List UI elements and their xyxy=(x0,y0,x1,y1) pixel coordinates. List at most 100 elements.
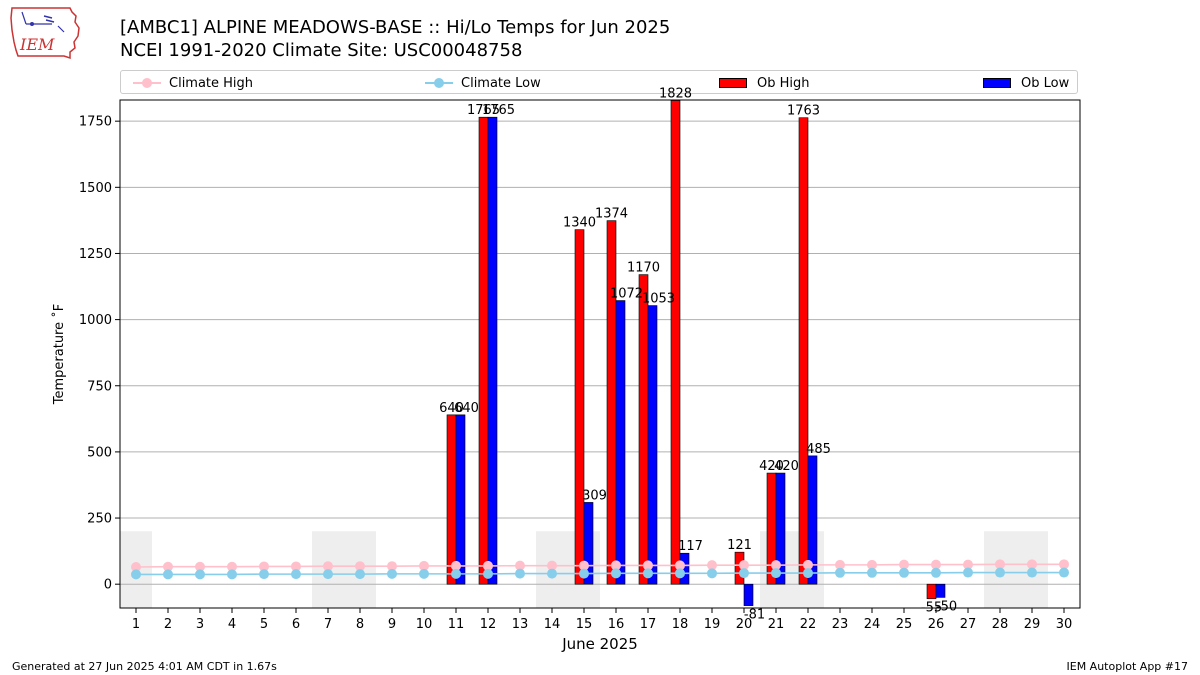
bar-value-label: 121 xyxy=(727,538,752,553)
chart-legend: Climate High Climate Low Ob High Ob Low xyxy=(120,70,1078,94)
bar-value-label: 1374 xyxy=(595,207,628,222)
x-tick-label: 10 xyxy=(416,617,433,632)
chart-subtitle: NCEI 1991-2020 Climate Site: USC00048758 xyxy=(120,40,523,61)
climate-high-point xyxy=(323,561,333,572)
legend-item-ob-low: Ob Low xyxy=(983,74,1069,92)
bar-value-label: 640 xyxy=(439,401,464,416)
x-tick-label: 28 xyxy=(992,617,1009,632)
climate-high-point xyxy=(483,560,493,571)
legend-label-climate-high: Climate High xyxy=(169,75,254,91)
climate-high-point xyxy=(739,560,749,571)
ob-low-bar xyxy=(583,502,594,585)
climate-high-point xyxy=(899,559,909,570)
x-tick-label: 26 xyxy=(928,617,945,632)
legend-label-climate-low: Climate Low xyxy=(461,75,541,91)
footer-generated: Generated at 27 Jun 2025 4:01 AM CDT in … xyxy=(12,660,277,673)
plot-frame xyxy=(119,99,1081,609)
climate-low-point xyxy=(227,569,237,580)
x-tick-label: 15 xyxy=(576,617,593,632)
x-tick-label: 29 xyxy=(1024,617,1041,632)
bar-value-label: 117 xyxy=(678,539,703,554)
y-tick-label: 1500 xyxy=(79,181,112,196)
x-tick-label: 9 xyxy=(388,617,396,632)
y-axis-label: Temperature ˚F xyxy=(51,304,67,405)
legend-label-ob-low: Ob Low xyxy=(1021,75,1070,91)
ob-high-bar xyxy=(606,220,617,585)
x-tick-label: 12 xyxy=(480,617,497,632)
climate-low-point xyxy=(739,568,749,579)
x-tick-label: 13 xyxy=(512,617,529,632)
x-tick-label: 27 xyxy=(960,617,977,632)
bar-value-label: 420 xyxy=(759,459,784,474)
climate-low-point xyxy=(995,567,1005,578)
climate-low-point xyxy=(291,569,301,580)
climate-high-point xyxy=(643,560,653,571)
climate-low-point xyxy=(643,568,653,579)
climate-high-point xyxy=(771,560,781,571)
bar-value-label: 1828 xyxy=(659,87,692,102)
climate-low-point xyxy=(931,567,941,578)
x-tick-label: 20 xyxy=(736,617,753,632)
x-tick-label: 21 xyxy=(768,617,785,632)
x-tick-label: 8 xyxy=(356,617,364,632)
legend-item-climate-low: Climate Low xyxy=(425,74,541,92)
bar-value-label: -81 xyxy=(744,608,765,623)
bar-value-label: -50 xyxy=(936,599,957,614)
climate-high-point xyxy=(995,559,1005,570)
ob-low-bar xyxy=(647,305,658,585)
bar-value-label: 1765 xyxy=(482,103,515,118)
svg-text:IEM: IEM xyxy=(19,35,55,54)
x-tick-label: 23 xyxy=(832,617,849,632)
ob-low-bar xyxy=(775,472,786,585)
climate-high-point xyxy=(1059,559,1069,570)
climate-low-point xyxy=(547,568,557,579)
climate-low-point xyxy=(163,569,173,580)
climate-low-point xyxy=(131,569,141,580)
climate-high-point xyxy=(867,559,877,570)
x-tick-label: 16 xyxy=(608,617,625,632)
y-tick-label: 1750 xyxy=(79,115,112,130)
y-tick-label: 250 xyxy=(87,512,112,527)
x-tick-label: 11 xyxy=(448,617,465,632)
climate-high-point xyxy=(355,561,365,572)
climate-high-point xyxy=(515,560,525,571)
climate-low-point xyxy=(355,569,365,580)
legend-item-ob-high: Ob High xyxy=(719,74,810,92)
climate-high-point xyxy=(579,560,589,571)
ob-low-bar xyxy=(455,414,466,585)
climate-low-point xyxy=(963,567,973,578)
ob-high-bar xyxy=(574,229,585,585)
bar-value-label: 1763 xyxy=(787,104,820,119)
x-tick-label: 7 xyxy=(324,617,332,632)
bar-value-label: 420 xyxy=(774,459,799,474)
climate-high-point xyxy=(131,561,141,572)
legend-item-climate-high: Climate High xyxy=(133,74,253,92)
climate-high-point xyxy=(387,561,397,572)
climate-high-point xyxy=(611,560,621,571)
ob-high-bar xyxy=(798,117,809,585)
climate-low-point xyxy=(515,568,525,579)
ob-low-bar xyxy=(935,583,946,598)
bar-value-label: 485 xyxy=(806,442,831,457)
climate-low-point xyxy=(1059,567,1069,578)
x-tick-label: 25 xyxy=(896,617,913,632)
x-tick-label: 3 xyxy=(196,617,204,632)
climate-high-point xyxy=(675,560,685,571)
climate-low-point xyxy=(195,569,205,580)
footer-app: IEM Autoplot App #17 xyxy=(1066,660,1189,673)
x-tick-label: 22 xyxy=(800,617,817,632)
y-tick-label: 0 xyxy=(104,578,112,593)
climate-high-point xyxy=(707,560,717,571)
climate-high-point xyxy=(451,560,461,571)
climate-high-point xyxy=(163,561,173,572)
y-tick-label: 500 xyxy=(87,445,112,460)
climate-low-point xyxy=(867,567,877,578)
iem-logo: IEM xyxy=(10,7,80,60)
climate-low-point xyxy=(451,568,461,579)
climate-high-point xyxy=(259,561,269,572)
x-tick-label: 30 xyxy=(1056,617,1073,632)
climate-low-point xyxy=(675,568,685,579)
ob-low-bar xyxy=(487,116,498,585)
climate-low-point xyxy=(835,567,845,578)
climate-low-point xyxy=(707,568,717,579)
